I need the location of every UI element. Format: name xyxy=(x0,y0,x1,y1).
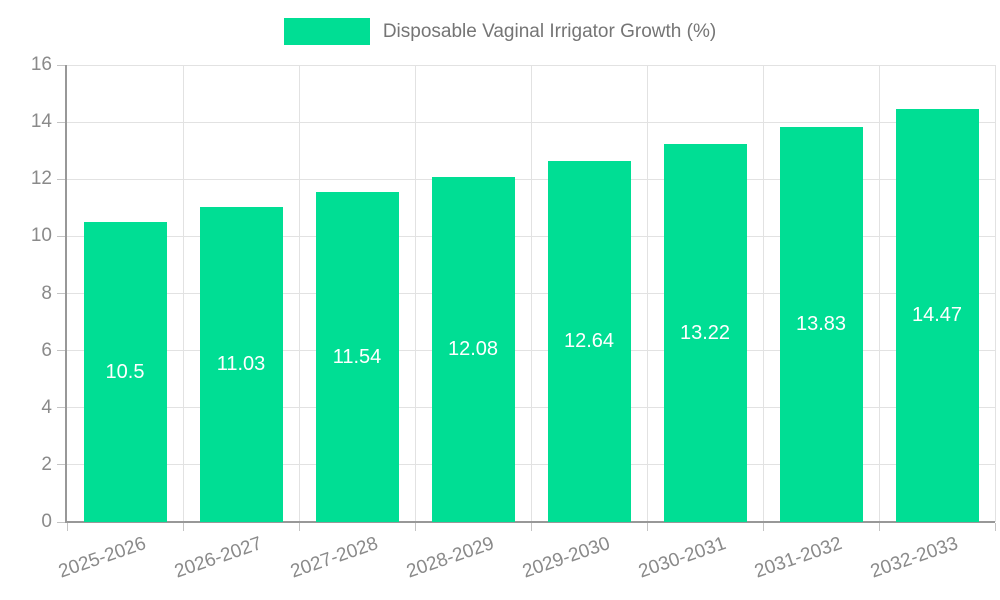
x-axis-tick-label: 2028-2029 xyxy=(404,533,497,583)
y-axis-tick xyxy=(57,407,65,409)
y-axis-line xyxy=(65,65,67,522)
x-axis-tick-label: 2029-2030 xyxy=(520,533,613,583)
x-axis-tick-label: 2025-2026 xyxy=(56,533,149,583)
y-axis-tick xyxy=(57,464,65,466)
y-axis-tick-label: 10 xyxy=(30,225,52,247)
x-axis-line xyxy=(65,521,995,523)
x-axis-tick xyxy=(414,523,416,531)
x-axis-tick xyxy=(762,523,764,531)
legend[interactable]: Disposable Vaginal Irrigator Growth (%) xyxy=(0,18,1000,45)
x-gridline xyxy=(878,65,880,522)
x-axis-tick-label: 2031-2032 xyxy=(752,533,845,583)
x-axis-tick xyxy=(182,523,184,531)
x-axis-tick xyxy=(530,523,532,531)
y-axis-tick-label: 12 xyxy=(30,168,52,190)
bar[interactable] xyxy=(83,222,167,522)
y-axis-tick-label: 0 xyxy=(41,511,52,532)
bar[interactable] xyxy=(547,160,631,522)
y-axis-tick-label: 16 xyxy=(30,54,52,75)
bar[interactable] xyxy=(431,176,515,522)
y-axis-tick xyxy=(57,521,65,523)
y-axis-tick-label: 6 xyxy=(41,339,52,361)
y-axis-tick xyxy=(57,64,65,66)
x-axis-tick-label: 2030-2031 xyxy=(636,533,729,583)
y-axis-tick-label: 14 xyxy=(30,111,52,133)
x-axis-tick xyxy=(646,523,648,531)
legend-label: Disposable Vaginal Irrigator Growth (%) xyxy=(382,21,717,42)
bar[interactable] xyxy=(315,192,399,522)
x-gridline xyxy=(530,65,532,522)
x-gridline xyxy=(994,65,996,522)
y-axis-tick xyxy=(57,235,65,237)
y-axis-tick xyxy=(57,293,65,294)
x-axis-tick-label: 2026-2027 xyxy=(172,533,265,583)
legend-swatch xyxy=(283,18,370,45)
x-axis-tick-label: 2027-2028 xyxy=(288,533,381,583)
x-axis-tick xyxy=(878,523,880,531)
bar[interactable] xyxy=(663,144,747,522)
y-axis-tick xyxy=(57,121,65,123)
y-axis-tick xyxy=(57,178,65,180)
y-axis-tick-label: 4 xyxy=(41,396,52,418)
bar[interactable] xyxy=(199,206,283,522)
bar[interactable] xyxy=(779,126,863,522)
x-axis-tick xyxy=(298,523,300,531)
y-axis-tick-label: 8 xyxy=(41,282,52,304)
x-gridline xyxy=(762,65,764,522)
x-axis-tick xyxy=(994,523,996,531)
x-gridline xyxy=(646,65,648,522)
x-axis-tick xyxy=(66,523,68,531)
bar[interactable] xyxy=(895,108,979,522)
x-gridline xyxy=(182,65,184,522)
x-gridline xyxy=(414,65,416,522)
y-axis-tick xyxy=(57,350,65,352)
x-gridline xyxy=(298,65,300,522)
x-axis-tick-label: 2032-2033 xyxy=(868,533,961,583)
y-axis-tick-label: 2 xyxy=(41,453,52,475)
